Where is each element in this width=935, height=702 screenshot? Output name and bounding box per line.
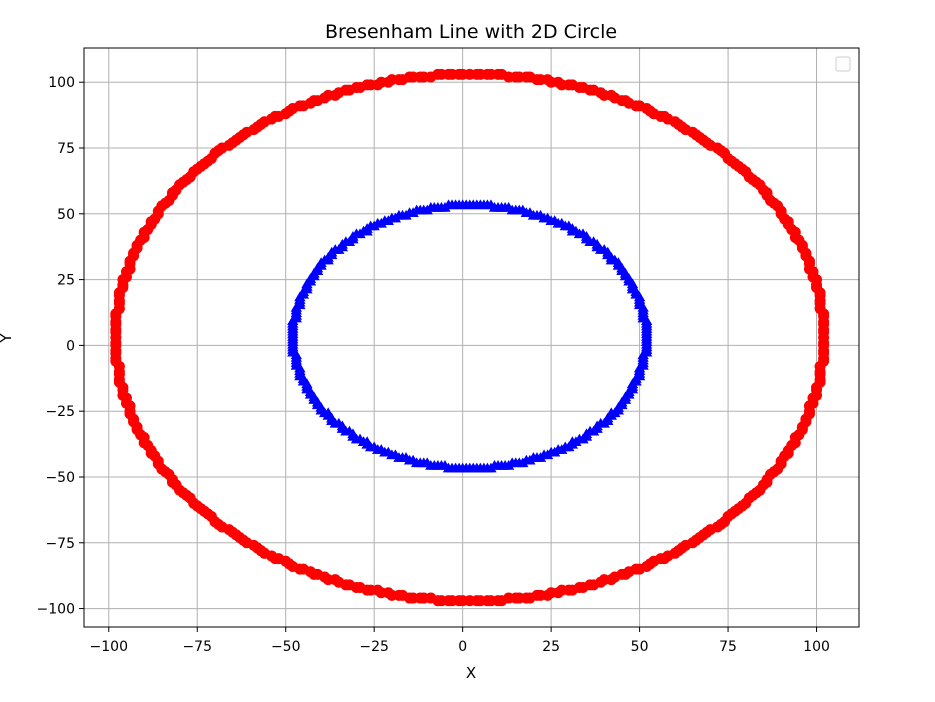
x-tick-label: −75 bbox=[182, 639, 212, 655]
grid bbox=[84, 48, 859, 627]
plot-series bbox=[110, 68, 830, 607]
x-tick-label: 100 bbox=[803, 639, 830, 655]
x-tick-label: 25 bbox=[542, 639, 560, 655]
y-tick-label: 25 bbox=[57, 273, 75, 289]
data-point bbox=[641, 333, 653, 344]
y-tick-label: −50 bbox=[45, 470, 75, 486]
y-tick-label: −75 bbox=[45, 536, 75, 552]
x-tick-label: −50 bbox=[271, 639, 301, 655]
series-0 bbox=[110, 68, 830, 607]
x-axis-label: X bbox=[466, 664, 476, 682]
x-tick-label: 50 bbox=[631, 639, 649, 655]
x-tick-label: −100 bbox=[90, 639, 128, 655]
x-axis-ticks: −100 −75 −50 −25 0 25 50 75 100 bbox=[90, 627, 830, 655]
y-tick-label: 50 bbox=[57, 207, 75, 223]
series-1 bbox=[287, 199, 653, 473]
legend-box bbox=[835, 56, 851, 72]
data-point bbox=[818, 337, 830, 349]
chart-title: Bresenham Line with 2D Circle bbox=[325, 21, 617, 43]
y-tick-label: −25 bbox=[45, 404, 75, 420]
y-tick-label: 0 bbox=[66, 338, 75, 354]
plot-frame bbox=[83, 47, 860, 628]
x-tick-label: −25 bbox=[359, 639, 389, 655]
x-tick-label: 0 bbox=[458, 639, 467, 655]
y-tick-label: 100 bbox=[48, 75, 75, 91]
x-tick-label: 75 bbox=[719, 639, 737, 655]
y-tick-label: 75 bbox=[57, 141, 75, 157]
y-axis-ticks: −100 −75 −50 −25 0 25 50 75 100 bbox=[37, 75, 84, 618]
y-axis-label: Y bbox=[0, 333, 15, 344]
y-tick-label: −100 bbox=[37, 602, 75, 618]
